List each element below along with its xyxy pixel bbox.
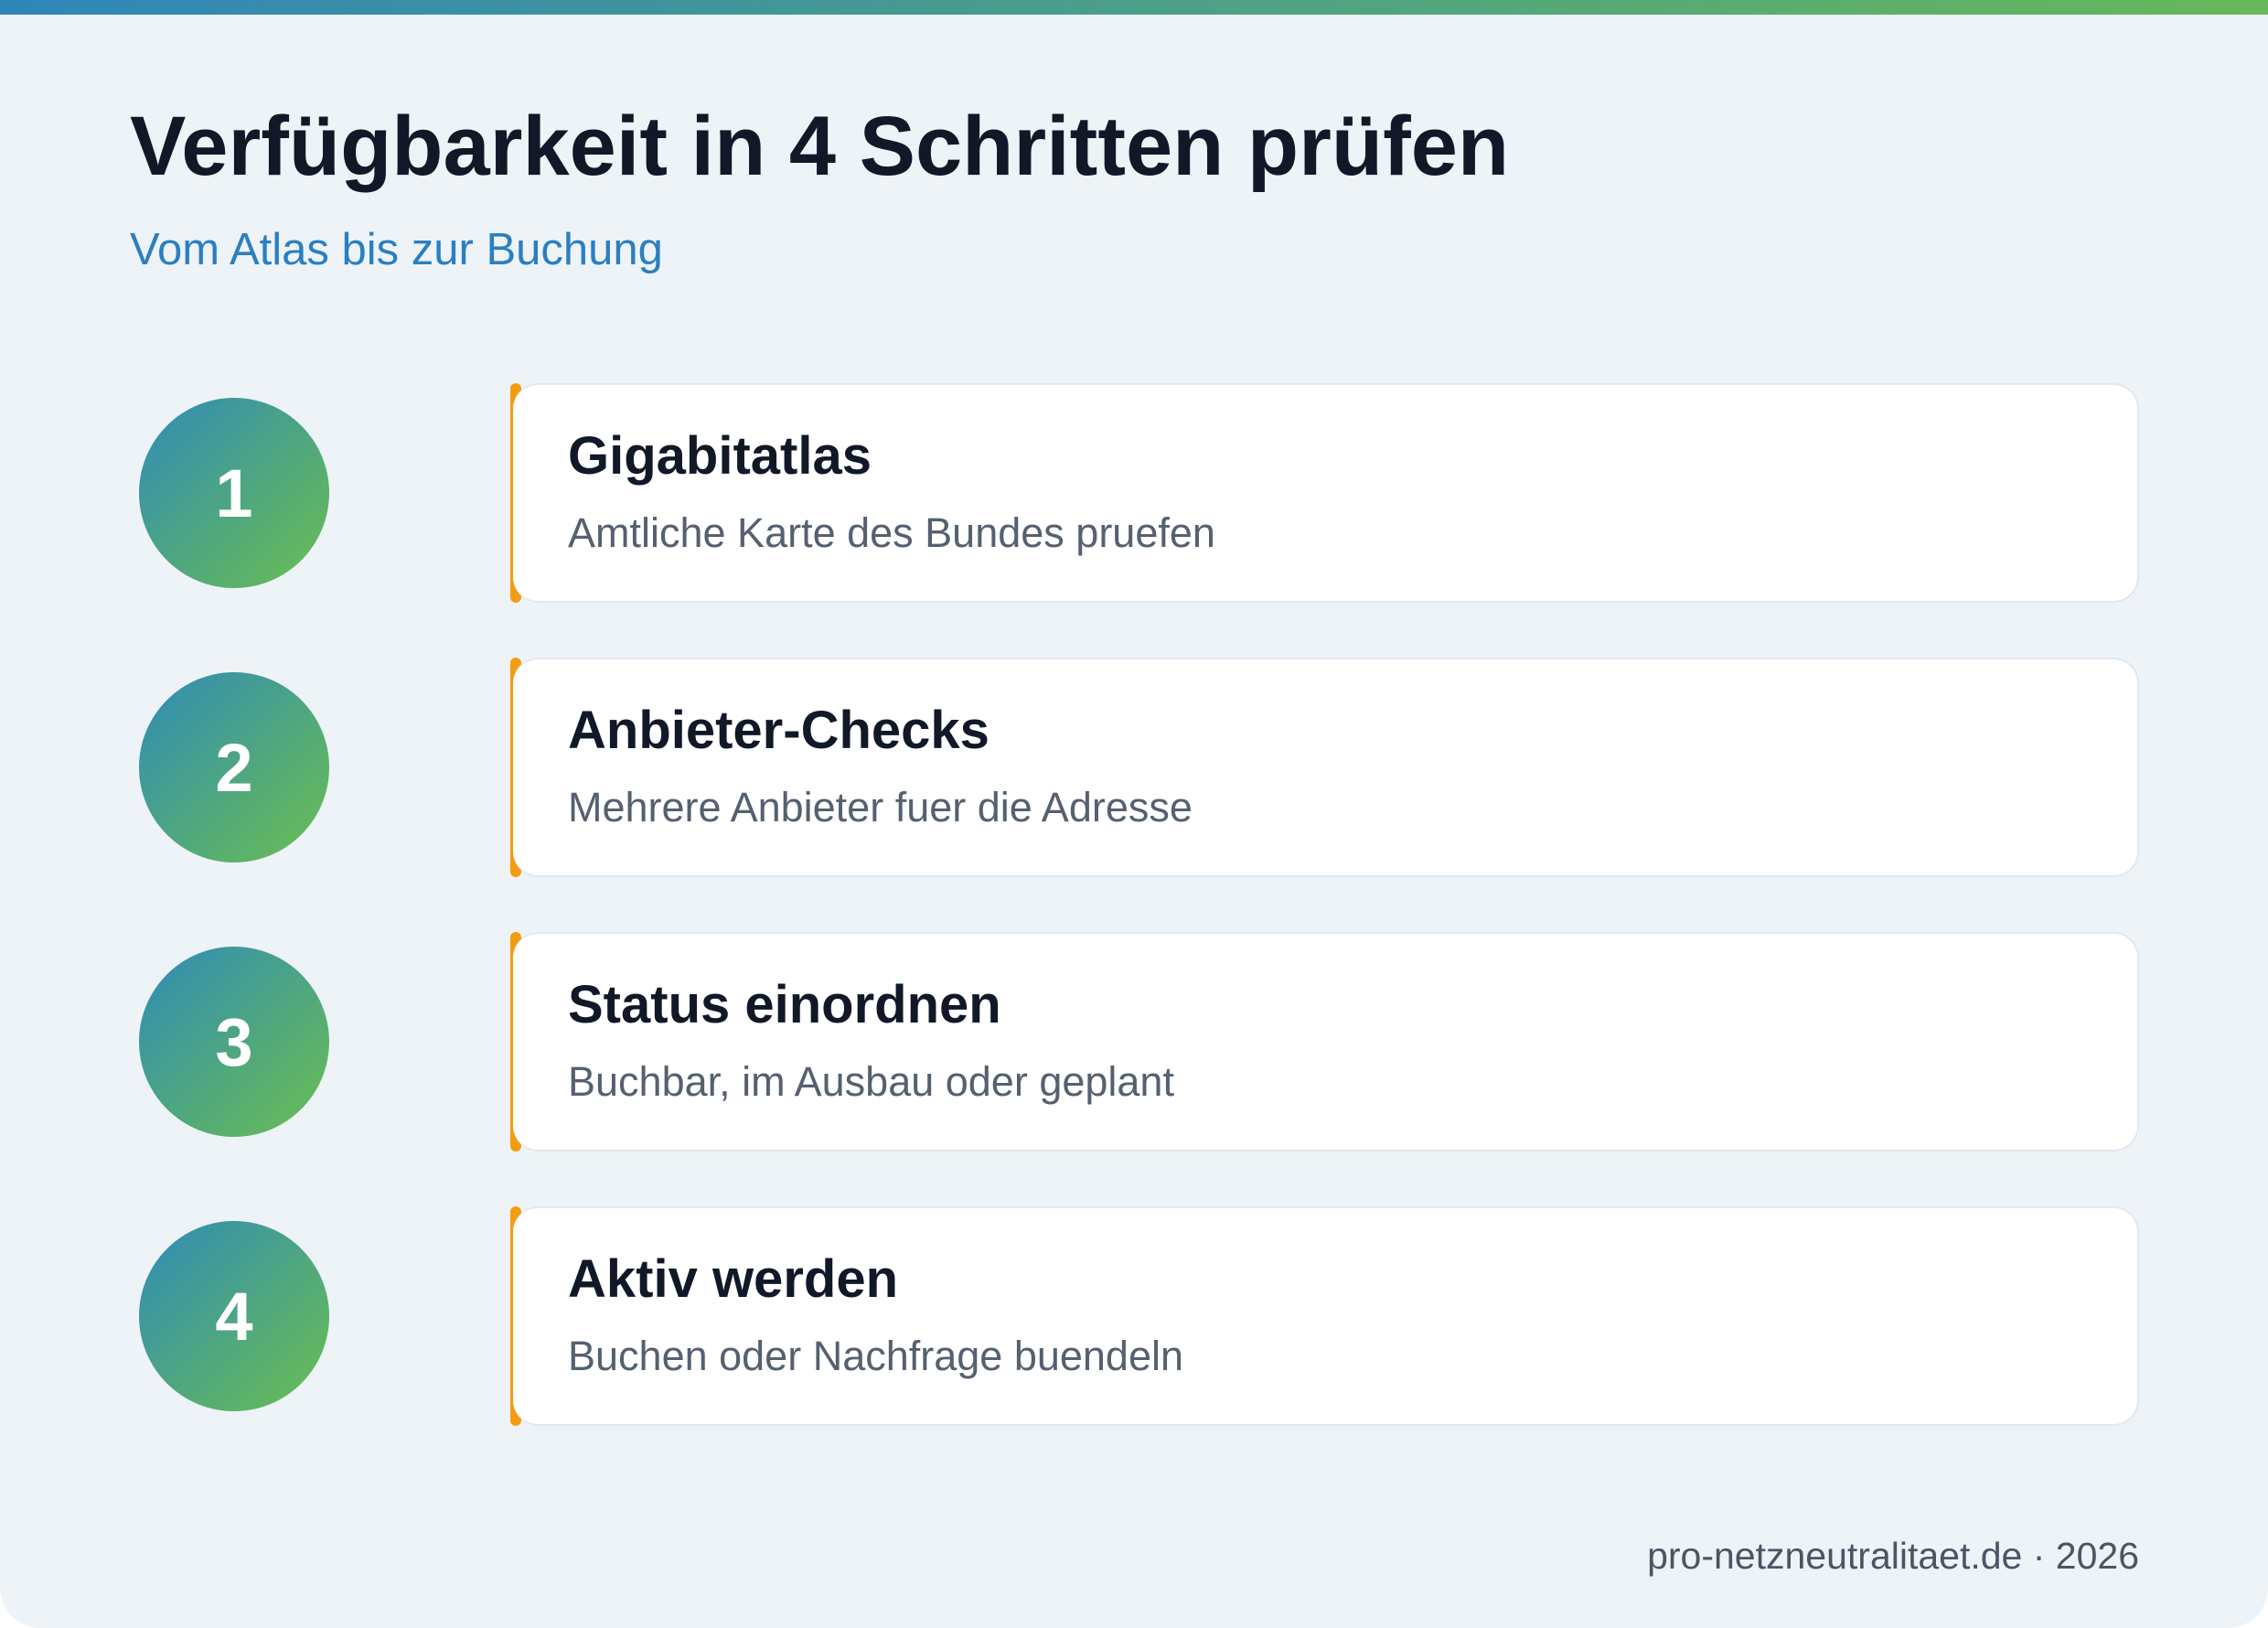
- step-title: Anbieter-Checks: [568, 701, 990, 760]
- step-title: Aktiv werden: [568, 1249, 898, 1309]
- step-number: 1: [139, 398, 329, 588]
- step-card: Status einordnen Buchbar, im Ausbau oder …: [513, 932, 2139, 1151]
- step-title: Gigabitatlas: [568, 426, 872, 486]
- step-title: Status einordnen: [568, 975, 1001, 1034]
- step-card: Anbieter-Checks Mehrere Anbieter fuer die…: [513, 658, 2139, 877]
- step-card: Gigabitatlas Amtliche Karte des Bundes pr…: [513, 383, 2139, 603]
- step-card: Aktiv werden Buchen oder Nachfrage buende…: [513, 1206, 2139, 1426]
- step-description: Buchbar, im Ausbau oder geplant: [568, 1058, 1174, 1105]
- step-description: Buchen oder Nachfrage buendeln: [568, 1333, 1184, 1379]
- step-description: Mehrere Anbieter fuer die Adresse: [568, 784, 1193, 830]
- step-number: 2: [139, 672, 329, 862]
- footer: pro-netzneutralitaet.de · 2026: [1647, 1535, 2139, 1577]
- step-number: 3: [139, 947, 329, 1137]
- top-bar: [0, 0, 2268, 15]
- title: Verfügbarkeit in 4 Schritten prüfen: [130, 100, 1510, 193]
- step-number: 4: [139, 1221, 329, 1411]
- step-description: Amtliche Karte des Bundes pruefen: [568, 509, 1215, 556]
- subtitle: Vom Atlas bis zur Buchung: [130, 225, 663, 274]
